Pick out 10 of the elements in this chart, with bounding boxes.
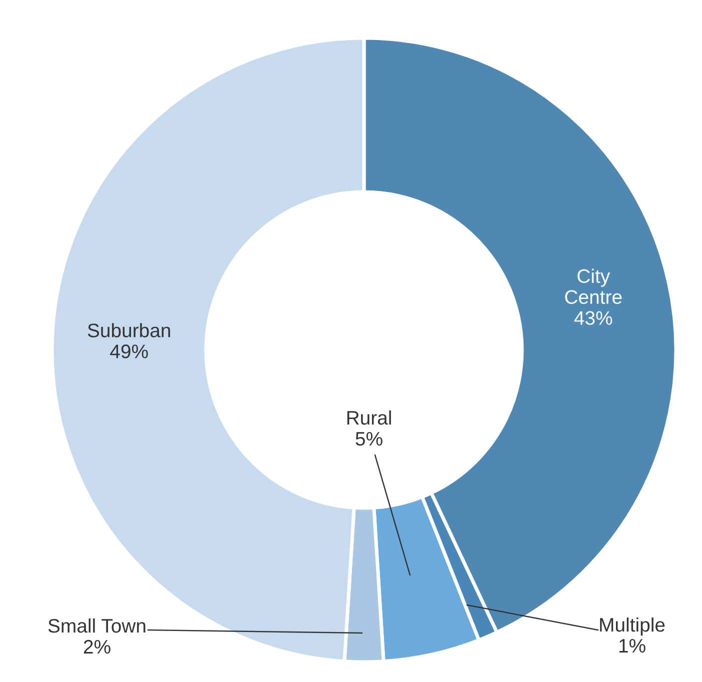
data-label: 5% <box>356 432 382 446</box>
slice-label: Rural <box>347 410 391 425</box>
slice-label: Small Town <box>48 618 146 633</box>
data-label: 49% <box>110 344 148 358</box>
data-label: 2% <box>84 640 110 654</box>
slice-label: City Centre <box>565 268 622 304</box>
slice-label: Multiple <box>600 617 665 636</box>
data-label: 1% <box>619 639 646 653</box>
data-label: 43% <box>574 311 612 325</box>
slice-label: Suburban <box>88 323 170 338</box>
